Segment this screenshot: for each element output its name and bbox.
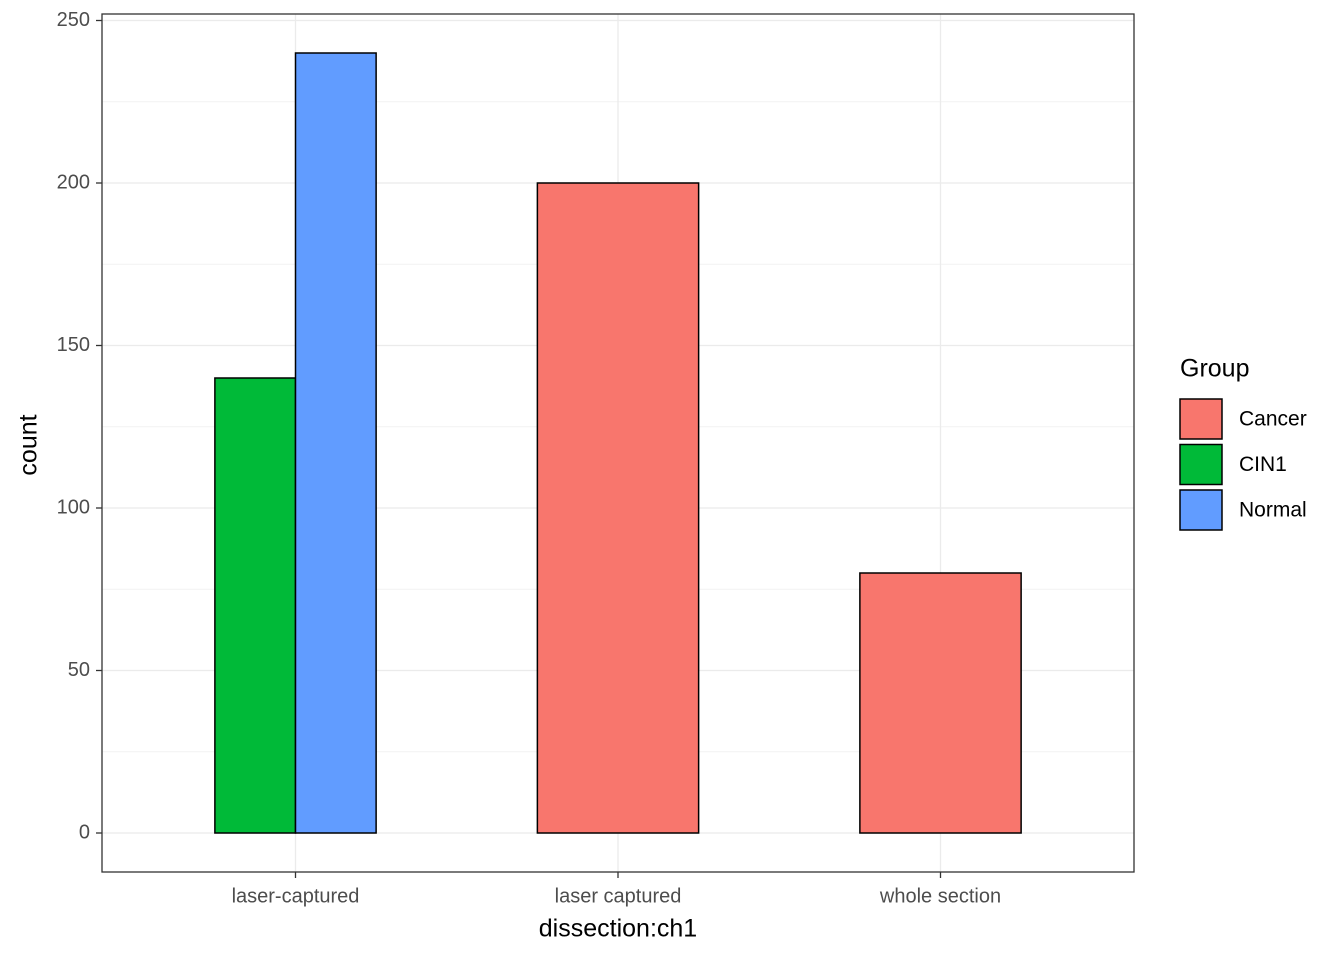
bar — [859, 572, 1022, 834]
bar — [294, 52, 377, 834]
x-tick-label: laser-captured — [232, 885, 360, 907]
legend-key — [1179, 443, 1223, 486]
y-tick-label: 150 — [57, 334, 90, 356]
y-tick-label: 100 — [57, 496, 90, 518]
bars — [214, 52, 1022, 834]
x-axis-title: dissection:ch1 — [539, 915, 697, 943]
legend-label: Normal — [1239, 499, 1307, 522]
bar — [536, 182, 700, 834]
y-tick-label: 250 — [57, 9, 90, 31]
y-tick-label: 200 — [57, 171, 90, 193]
x-tick-label: laser captured — [555, 885, 682, 907]
y-axis-title: count — [15, 414, 43, 475]
legend-title: Group — [1180, 355, 1249, 383]
x-tick-label: whole section — [879, 885, 1001, 907]
legend-label: Cancer — [1239, 408, 1307, 431]
legend-key — [1179, 398, 1223, 440]
legend-label: CIN1 — [1239, 453, 1287, 476]
y-tick-label: 50 — [68, 659, 90, 681]
y-tick-label: 0 — [79, 821, 90, 843]
legend-key — [1179, 489, 1223, 531]
bar — [214, 377, 297, 834]
